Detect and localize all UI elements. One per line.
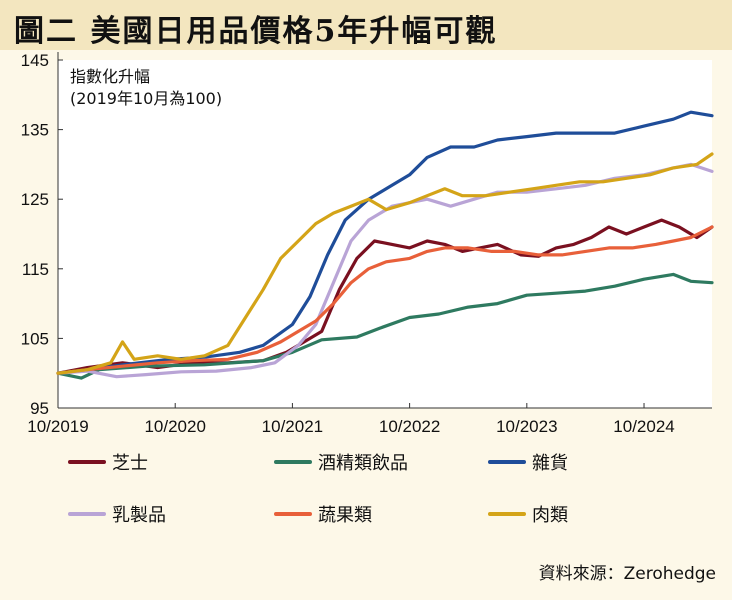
legend-label: 肉類 (532, 505, 568, 526)
plot-area (58, 60, 712, 408)
legend-label: 雜貨 (532, 453, 568, 474)
chart-title: 圖二 美國日用品價格5年升幅可觀 (14, 14, 498, 49)
series-line-6 (56, 152, 714, 375)
y-tick-label: 145 (21, 51, 49, 70)
series-line-2 (56, 272, 714, 380)
axis-annotation: 指數化升幅 (70, 67, 150, 86)
legend-label: 芝士 (112, 453, 148, 474)
legend-label: 酒精類飲品 (318, 453, 408, 474)
title-bar (0, 0, 732, 50)
y-tick-label: 105 (21, 329, 49, 348)
series-line-5 (56, 225, 714, 375)
legend-label: 蔬果類 (318, 505, 372, 526)
legend-label: 乳製品 (112, 505, 166, 526)
y-tick-label: 135 (21, 121, 49, 140)
x-tick-label: 10/2021 (262, 417, 323, 436)
x-tick-label: 10/2019 (27, 417, 88, 436)
y-tick-label: 95 (30, 399, 49, 418)
series-line-3 (56, 110, 714, 375)
axis-annotation: (2019年10月為100) (70, 89, 222, 108)
y-tick-label: 125 (21, 190, 49, 209)
x-tick-label: 10/2023 (496, 417, 557, 436)
x-tick-label: 10/2020 (144, 417, 205, 436)
x-tick-label: 10/2022 (379, 417, 440, 436)
y-tick-label: 115 (22, 260, 49, 279)
source-note: 資料來源：Zerohedge (538, 564, 716, 584)
x-tick-label: 10/2024 (613, 417, 674, 436)
